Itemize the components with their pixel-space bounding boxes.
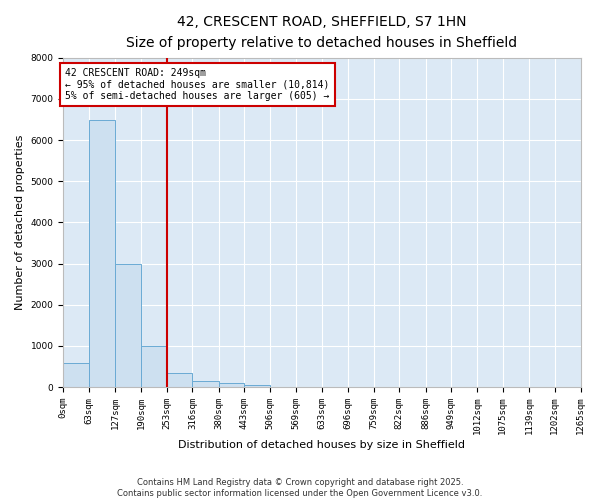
Text: 42 CRESCENT ROAD: 249sqm
← 95% of detached houses are smaller (10,814)
5% of sem: 42 CRESCENT ROAD: 249sqm ← 95% of detach… bbox=[65, 68, 329, 101]
Title: 42, CRESCENT ROAD, SHEFFIELD, S7 1HN
Size of property relative to detached house: 42, CRESCENT ROAD, SHEFFIELD, S7 1HN Siz… bbox=[127, 15, 517, 50]
Bar bbox=[89, 120, 115, 387]
Bar bbox=[218, 383, 244, 387]
Text: Contains HM Land Registry data © Crown copyright and database right 2025.
Contai: Contains HM Land Registry data © Crown c… bbox=[118, 478, 482, 498]
Bar bbox=[167, 373, 193, 387]
Bar bbox=[141, 346, 167, 387]
Bar bbox=[115, 264, 141, 387]
Bar bbox=[193, 381, 218, 387]
Y-axis label: Number of detached properties: Number of detached properties bbox=[15, 134, 25, 310]
Bar bbox=[63, 363, 89, 387]
Bar bbox=[244, 385, 270, 387]
X-axis label: Distribution of detached houses by size in Sheffield: Distribution of detached houses by size … bbox=[178, 440, 466, 450]
